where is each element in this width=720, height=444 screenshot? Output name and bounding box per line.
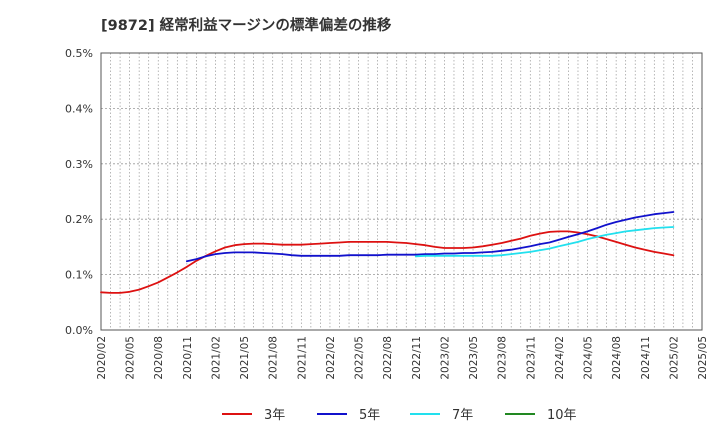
series-line-5年 <box>185 211 675 263</box>
x-tick-label: 2021/08 <box>268 336 280 380</box>
x-tick-label: 2022/11 <box>411 336 423 380</box>
x-tick-label: 2022/02 <box>325 336 337 380</box>
x-tick-label: 2023/02 <box>439 336 451 380</box>
legend-label-7年: 7年 <box>452 408 473 423</box>
x-tick-label: 2024/05 <box>583 336 595 380</box>
chart-title: [9872] 経常利益マージンの標準偏差の推移 <box>101 18 392 34</box>
x-tick-label: 2022/05 <box>354 336 366 380</box>
x-tick-label: 2020/05 <box>125 336 137 380</box>
y-tick-label: 0.1% <box>65 269 93 282</box>
x-tick-label: 2025/05 <box>697 336 709 380</box>
x-tick-label: 2021/11 <box>296 336 308 380</box>
x-tick-label: 2020/08 <box>153 336 165 380</box>
x-tick-label: 2022/08 <box>382 336 394 380</box>
y-tick-label: 0.3% <box>65 158 93 171</box>
x-tick-label: 2021/02 <box>210 336 222 380</box>
series-line-3年 <box>100 230 675 294</box>
x-tick-label: 2024/11 <box>640 336 652 380</box>
y-tick-label: 0.0% <box>65 324 93 337</box>
y-tick-label: 0.2% <box>65 213 93 226</box>
x-tick-label: 2023/05 <box>468 336 480 380</box>
series-line-7年 <box>414 226 675 258</box>
grid <box>101 53 702 330</box>
legend-label-10年: 10年 <box>547 408 577 423</box>
series-lines <box>100 211 675 294</box>
y-tick-label: 0.5% <box>65 47 93 60</box>
x-tick-label: 2020/11 <box>182 336 194 380</box>
plot-frame <box>100 52 703 331</box>
x-tick-label: 2020/02 <box>96 336 108 380</box>
legend: 3年 5年 7年 10年 <box>222 408 577 423</box>
legend-label-3年: 3年 <box>264 408 285 423</box>
x-tick-label: 2021/05 <box>239 336 251 380</box>
y-tick-label: 0.4% <box>65 102 93 115</box>
x-tick-label: 2024/02 <box>554 336 566 380</box>
legend-label-5年: 5年 <box>359 408 380 423</box>
x-tick-label: 2023/11 <box>525 336 537 380</box>
x-tick-label: 2023/08 <box>497 336 509 380</box>
x-tick-label: 2024/08 <box>611 336 623 380</box>
x-tick-label: 2025/02 <box>668 336 680 380</box>
